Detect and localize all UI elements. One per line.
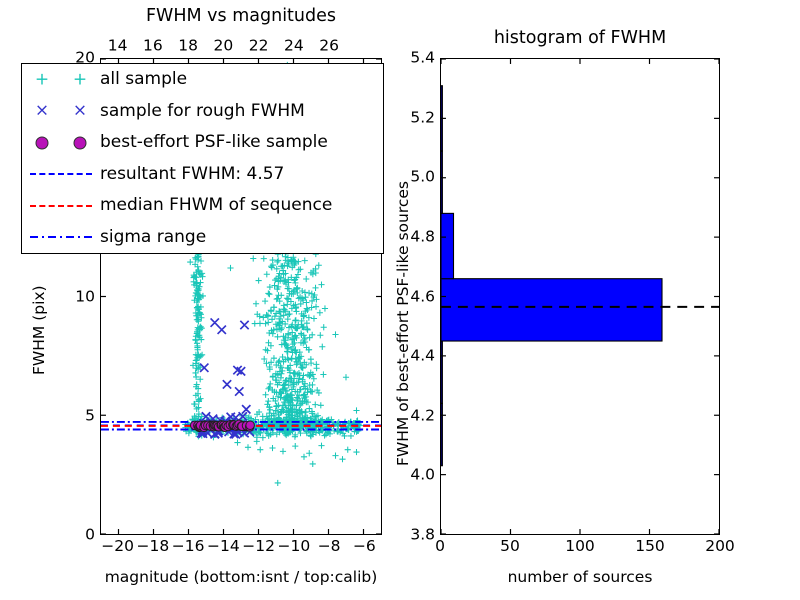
- scatter-top-xtick-4: 22: [248, 36, 269, 55]
- histogram-axes: [440, 58, 720, 535]
- filled-circle-marker: [73, 136, 87, 150]
- dashdot-line: [22, 222, 100, 254]
- histogram-xtick-4: 200: [705, 537, 735, 555]
- histogram-yaxis-label: FWHM of best-effort PSF-like sources: [394, 180, 412, 466]
- histogram-bars-layer: [441, 85, 719, 467]
- plus-marker: +: [34, 69, 50, 90]
- histogram-ytick-2: 4.2: [410, 406, 435, 424]
- histogram-xtick-0: 0: [435, 537, 445, 555]
- scatter-xaxis-label: magnitude (bottom:isnt / top:calib): [104, 568, 378, 586]
- legend-item-5[interactable]: sigma range: [22, 222, 383, 254]
- scatter-top-xtick-0: 14: [107, 36, 128, 55]
- scatter-top-xtick-3: 20: [213, 36, 234, 55]
- filled-circle-marker: [35, 136, 49, 150]
- dashed-line: [22, 190, 100, 222]
- histogram-ytick-8: 5.4: [410, 48, 435, 67]
- cross-marker: ×: [34, 100, 50, 121]
- scatter-ytick-4: 20: [75, 48, 95, 67]
- dashed-line: [30, 204, 92, 207]
- histogram-xaxis-label: number of sources: [507, 568, 653, 586]
- scatter-xtick-6: −8: [317, 537, 341, 555]
- histogram-xtick-1: 50: [500, 537, 520, 555]
- scatter-plot-title: FWHM vs magnitudes: [145, 6, 337, 26]
- scatter-xtick-5: −10: [277, 537, 311, 555]
- legend-item-0[interactable]: + + all sample: [22, 64, 383, 96]
- histogram-tick-marks: [441, 59, 719, 534]
- cross-marker: × ×: [22, 96, 100, 128]
- scatter-top-xtick-1: 16: [143, 36, 163, 55]
- legend-item-2[interactable]: best-effort PSF-like sample: [22, 127, 383, 159]
- histogram-xtick-3: 150: [635, 537, 665, 555]
- scatter-xtick-4: −12: [242, 537, 275, 555]
- scatter-top-xtick-6: 26: [319, 36, 339, 55]
- histogram-ytick-0: 3.8: [410, 525, 435, 544]
- legend-item-3[interactable]: resultant FWHM: 4.57: [22, 159, 383, 191]
- legend-item-1[interactable]: × × sample for rough FWHM: [22, 96, 383, 128]
- scatter-top-xtick-2: 18: [178, 36, 198, 55]
- legend-item-label: resultant FWHM: 4.57: [100, 163, 285, 184]
- scatter-xtick-0: −20: [101, 537, 134, 555]
- scatter-xtick-1: −18: [136, 537, 170, 555]
- dashed-line: [30, 173, 92, 176]
- legend-item-label: all sample: [100, 69, 188, 90]
- legend-item-label: sigma range: [100, 226, 207, 247]
- histogram-ytick-3: 4.4: [410, 346, 435, 365]
- histogram-ytick-5: 4.8: [410, 227, 435, 246]
- dashed-line: [22, 159, 100, 191]
- plus-marker: + +: [22, 64, 100, 96]
- histogram-ytick-6: 5.0: [410, 167, 435, 186]
- cross-marker: ×: [72, 100, 88, 121]
- legend-item-label: best-effort PSF-like sample: [100, 132, 328, 153]
- histogram-xtick-2: 100: [565, 537, 595, 555]
- plus-marker: +: [72, 69, 88, 90]
- scatter-ytick-2: 10: [75, 286, 95, 305]
- legend-item-label: sample for rough FWHM: [100, 100, 305, 121]
- histogram-ytick-4: 4.6: [410, 286, 435, 305]
- scatter-xtick-3: −14: [207, 537, 240, 555]
- histogram-plot-title: histogram of FWHM: [493, 28, 667, 48]
- scatter-yaxis-label: FWHM (pix): [30, 285, 48, 375]
- scatter-xtick-7: −6: [352, 537, 376, 555]
- legend-item-label: median FHWM of sequence: [100, 195, 333, 216]
- dashdot-line: [30, 236, 92, 239]
- histogram-ytick-1: 4.0: [410, 465, 435, 484]
- scatter-ytick-1: 5: [85, 406, 95, 424]
- plot-legend[interactable]: + + all sample × × sample for rough FWHM best-…: [21, 63, 384, 254]
- scatter-xtick-2: −16: [171, 537, 205, 555]
- filled-circle-marker: [22, 127, 100, 159]
- histogram-ytick-7: 5.2: [410, 107, 435, 126]
- legend-item-4[interactable]: median FHWM of sequence: [22, 190, 383, 222]
- scatter-top-xtick-5: 24: [284, 36, 304, 55]
- scatter-ytick-0: 0: [85, 525, 95, 544]
